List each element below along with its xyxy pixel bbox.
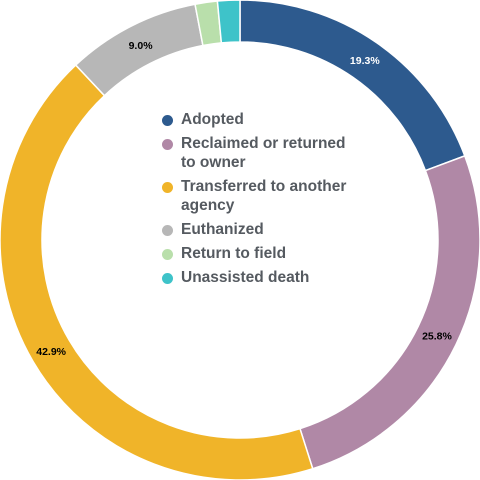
slice-label-0: 19.3%: [350, 55, 380, 67]
chart-legend: Adopted Reclaimed or returned to owner T…: [162, 110, 362, 292]
slice-label-3: 9.0%: [129, 40, 154, 52]
legend-label-euthanized: Euthanized: [181, 221, 264, 238]
legend-swatch-euthanized: [162, 225, 173, 236]
legend-item-reclaimed: Reclaimed or returned to owner: [162, 134, 362, 172]
legend-swatch-transferred: [162, 182, 173, 193]
slice-label-2: 42.9%: [36, 346, 66, 358]
slice-5: [216, 0, 241, 44]
legend-swatch-return-to-field: [162, 249, 173, 260]
legend-label-adopted: Adopted: [181, 111, 244, 128]
legend-label-transferred: Transferred to another agency: [181, 178, 347, 214]
legend-item-euthanized: Euthanized: [162, 220, 362, 239]
legend-label-unassisted-death: Unassisted death: [181, 269, 310, 286]
slice-label-1: 25.8%: [422, 331, 452, 343]
legend-swatch-reclaimed: [162, 139, 173, 150]
legend-swatch-adopted: [162, 115, 173, 126]
legend-item-transferred: Transferred to another agency: [162, 177, 362, 215]
slice-2: [0, 63, 314, 480]
legend-swatch-unassisted-death: [162, 273, 173, 284]
legend-label-return-to-field: Return to field: [181, 245, 287, 262]
legend-item-return-to-field: Return to field: [162, 244, 362, 263]
legend-item-unassisted-death: Unassisted death: [162, 268, 362, 287]
legend-label-reclaimed: Reclaimed or returned to owner: [181, 135, 346, 171]
legend-item-adopted: Adopted: [162, 110, 362, 129]
